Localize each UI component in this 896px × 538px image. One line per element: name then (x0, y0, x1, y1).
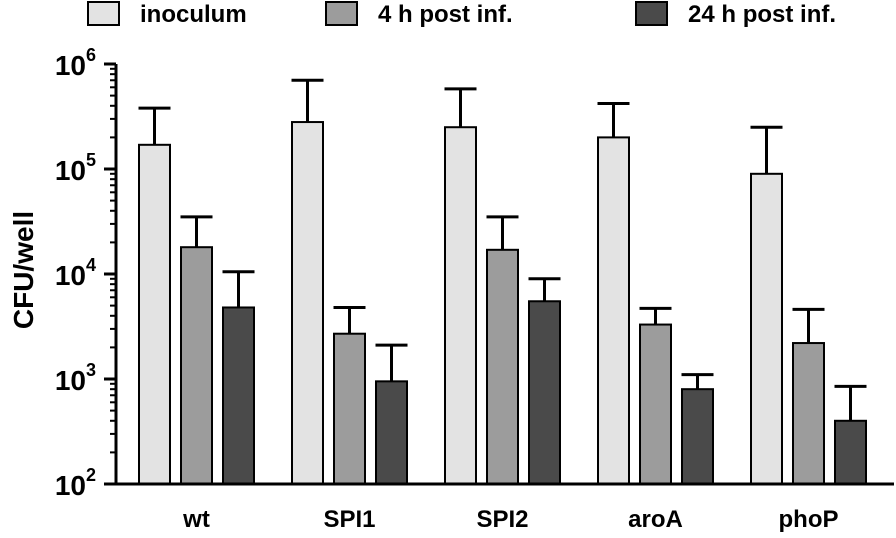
x-tick-label-aroA: aroA (628, 506, 683, 533)
legend-label-2: 24 h post inf. (688, 1, 836, 28)
legend: inoculum 4 h post inf. 24 h post inf. (87, 1, 836, 28)
bar-SPI1-1 (333, 332, 366, 486)
bar-wt-0 (138, 143, 171, 485)
y-tick-label-6: 106 (55, 45, 96, 81)
x-tick-label-SPI2: SPI2 (476, 506, 528, 533)
bar-phoP-1 (792, 342, 825, 485)
x-tick-label-wt: wt (182, 506, 210, 533)
legend-swatch-1 (325, 1, 358, 26)
legend-swatch-0 (87, 1, 120, 26)
legend-label-1: 4 h post inf. (378, 1, 513, 28)
bar-phoP-0 (750, 172, 783, 485)
bar-aroA-2 (681, 388, 714, 485)
legend-swatch-2 (635, 1, 668, 26)
y-tick-label-4: 104 (55, 255, 96, 291)
bar-SPI1-2 (375, 380, 408, 485)
legend-label-0: inoculum (140, 1, 247, 28)
bar-SPI1-0 (291, 121, 324, 486)
bar-SPI2-1 (486, 248, 519, 485)
y-tick-label-3: 103 (55, 360, 96, 396)
bar-aroA-0 (597, 136, 630, 485)
x-tick-label-SPI1: SPI1 (323, 506, 375, 533)
bar-phoP-2 (834, 419, 867, 485)
bars-layer (138, 78, 867, 486)
bar-SPI2-2 (528, 300, 561, 486)
x-tick-label-phoP: phoP (779, 506, 839, 533)
bar-wt-2 (222, 306, 255, 485)
y-tick-label-2: 102 (55, 465, 96, 501)
bar-aroA-1 (639, 323, 672, 485)
y-tick-label-5: 105 (55, 150, 96, 186)
y-axis-label: CFU/well (8, 211, 39, 329)
axes-layer: wt SPI1 SPI2 aroA phoP 102 103 104 105 106 (55, 45, 894, 533)
bar-wt-1 (180, 246, 213, 485)
bar-SPI2-0 (444, 126, 477, 485)
